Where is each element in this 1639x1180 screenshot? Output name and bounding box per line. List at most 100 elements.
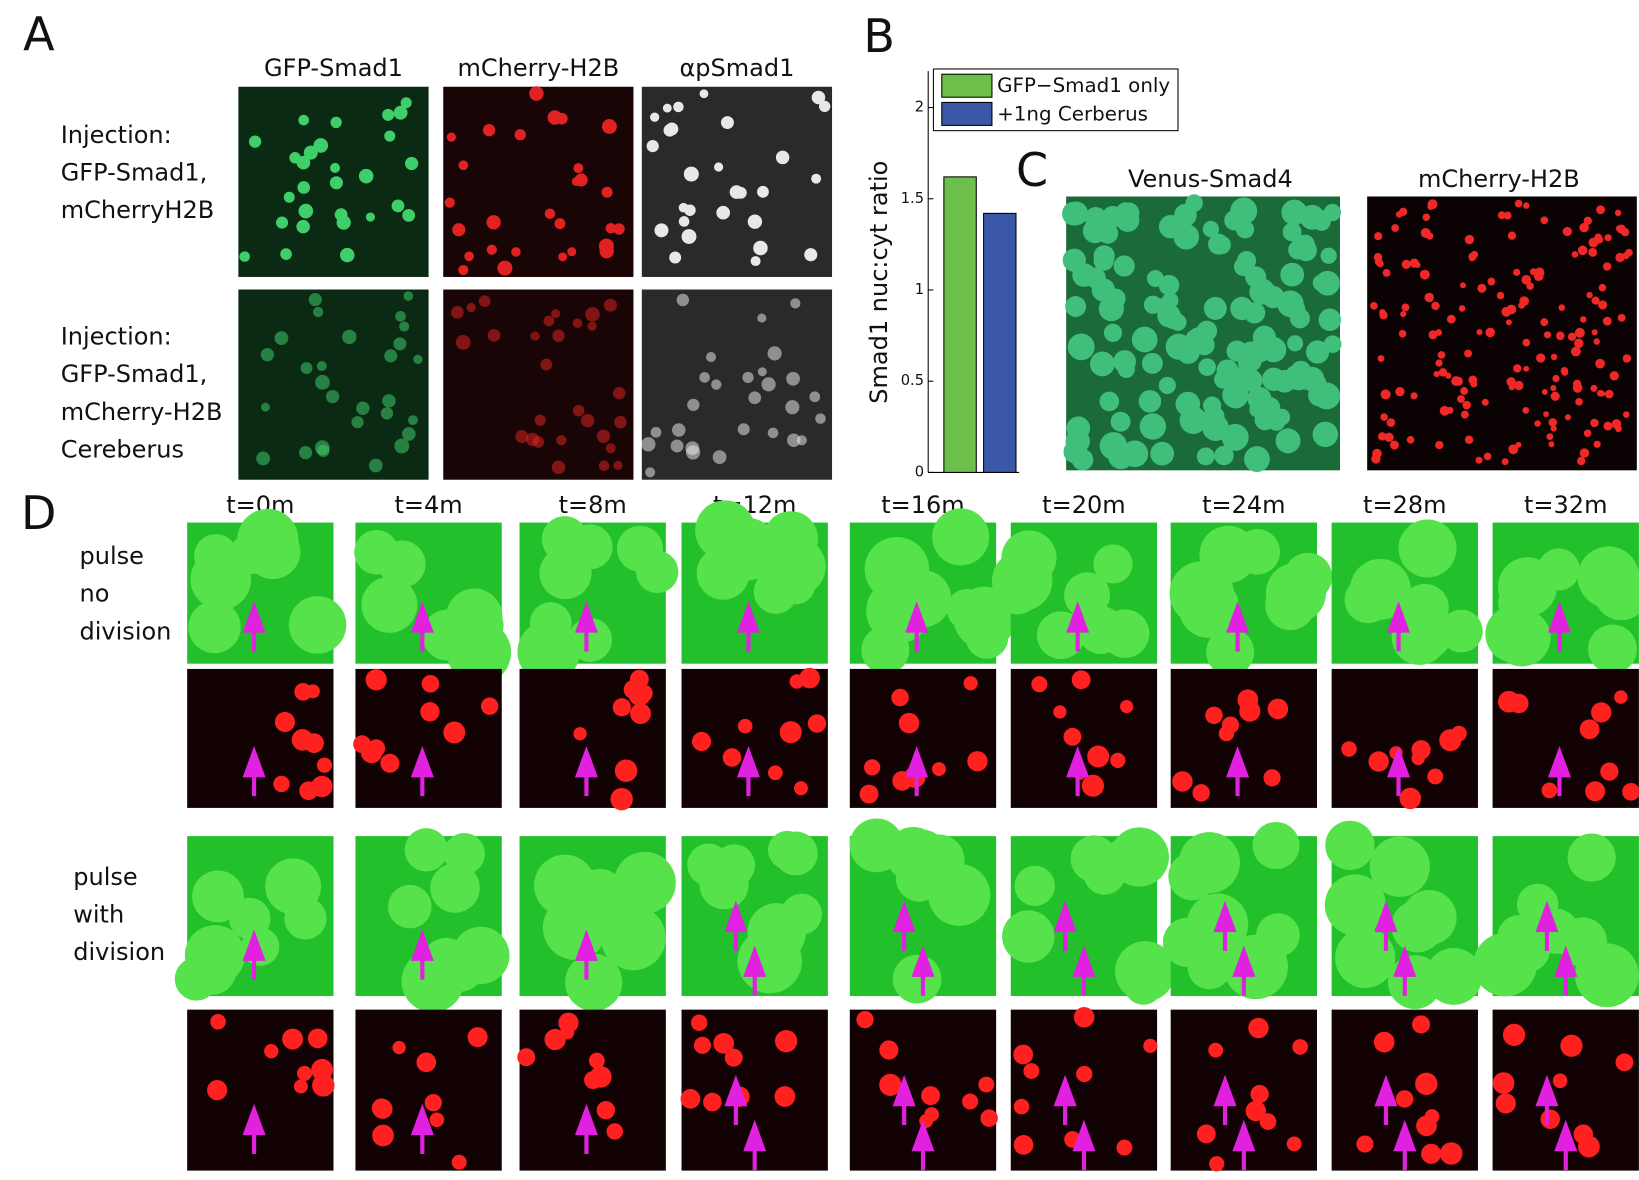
- cell: [1344, 576, 1392, 624]
- cell: [420, 702, 440, 722]
- cell: [1098, 296, 1124, 322]
- cell: [296, 219, 310, 234]
- row-label: mCherry-H2B: [61, 398, 223, 426]
- cell: [748, 391, 762, 405]
- cell: [313, 138, 329, 153]
- cell: [1595, 358, 1605, 369]
- cell: [699, 89, 709, 99]
- arrowhead: [242, 745, 266, 778]
- cell: [946, 588, 988, 630]
- cell: [330, 162, 341, 173]
- cell: [1575, 398, 1583, 406]
- cell: [458, 160, 469, 171]
- cell: [325, 389, 340, 404]
- cell: [645, 467, 656, 478]
- cell: [1209, 1156, 1225, 1172]
- cell: [189, 947, 237, 995]
- cell: [1320, 247, 1337, 264]
- cell: [330, 116, 342, 129]
- cell: [1216, 359, 1239, 382]
- y-tick-label: 1: [915, 281, 924, 298]
- cell: [276, 216, 289, 229]
- cell: [358, 168, 374, 184]
- cell: [1579, 448, 1590, 458]
- arrowhead: [743, 945, 767, 977]
- cell: [1615, 1053, 1634, 1072]
- cell: [676, 293, 690, 307]
- cell: [282, 1028, 304, 1050]
- cell: [1143, 1038, 1158, 1053]
- cell: [400, 97, 412, 109]
- cell: [1237, 689, 1259, 711]
- cell: [1550, 391, 1560, 401]
- cell: [1398, 329, 1407, 338]
- cell: [1395, 1090, 1414, 1108]
- cell: [1085, 220, 1103, 238]
- cell: [365, 669, 387, 691]
- cell: [786, 433, 801, 448]
- arrowhead: [1535, 1074, 1559, 1107]
- cell: [1305, 340, 1330, 364]
- cell: [1118, 202, 1140, 224]
- cell: [239, 251, 250, 262]
- cell: [818, 100, 831, 113]
- row-label: Injection:: [61, 323, 172, 351]
- row-label: Cereberus: [61, 435, 184, 463]
- cell: [1013, 1044, 1034, 1065]
- cell: [1380, 389, 1391, 400]
- row-label: division: [80, 617, 172, 645]
- cell: [1221, 716, 1240, 734]
- cell: [1123, 965, 1163, 1005]
- arrowhead: [736, 745, 760, 778]
- cell: [1273, 408, 1291, 426]
- arrowhead: [1387, 601, 1411, 633]
- time-label: t=28m: [1363, 491, 1447, 519]
- row-label: pulse: [73, 863, 137, 891]
- cell: [1395, 387, 1405, 397]
- cell: [767, 765, 783, 781]
- cell: [1068, 341, 1085, 358]
- cell: [388, 884, 432, 929]
- cell: [612, 698, 631, 717]
- cell: [1208, 233, 1229, 255]
- cell: [1295, 239, 1317, 262]
- cell: [1368, 751, 1389, 772]
- cell: [466, 302, 476, 313]
- arrowhead: [724, 900, 748, 933]
- cell: [1065, 296, 1087, 317]
- cell: [367, 739, 386, 758]
- cell: [1521, 275, 1532, 285]
- cell: [1202, 220, 1220, 238]
- cell: [1513, 364, 1522, 373]
- cell: [1470, 250, 1479, 259]
- cell: [1161, 292, 1179, 309]
- cell: [978, 1076, 995, 1093]
- cell: [1522, 338, 1531, 347]
- cell: [1509, 693, 1529, 714]
- cell: [402, 427, 416, 441]
- arrowhead: [1393, 1119, 1417, 1152]
- cell: [467, 1027, 488, 1048]
- cell: [444, 197, 455, 208]
- cell: [962, 1093, 979, 1110]
- cell: [687, 398, 700, 411]
- cell: [1536, 353, 1546, 363]
- arrowhead: [1393, 945, 1417, 977]
- cell: [650, 112, 660, 122]
- cell: [1577, 245, 1588, 256]
- cell: [1580, 316, 1587, 323]
- cell: [1315, 270, 1340, 296]
- arrowhead: [1053, 900, 1077, 933]
- cell: [613, 460, 623, 470]
- cell: [1427, 768, 1444, 785]
- cell: [1497, 211, 1506, 220]
- cell: [699, 372, 710, 383]
- cell: [1603, 421, 1613, 431]
- cell: [451, 1154, 467, 1170]
- cell: [693, 1036, 712, 1054]
- cell: [296, 155, 311, 170]
- cell: [1457, 395, 1465, 403]
- cell: [1398, 519, 1457, 578]
- arrowhead: [1554, 945, 1578, 977]
- cell: [416, 1052, 437, 1073]
